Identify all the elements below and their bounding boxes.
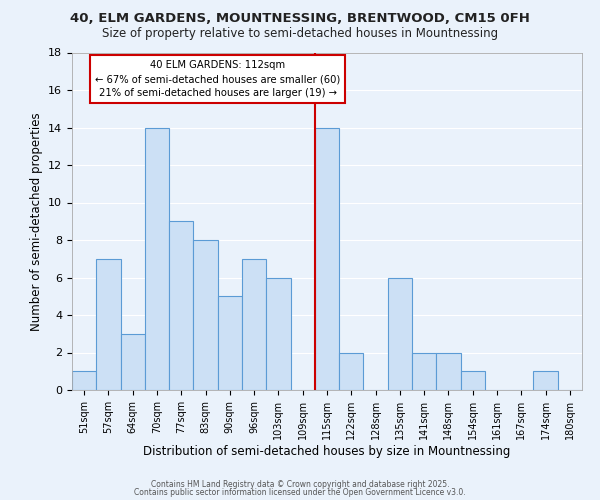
Bar (533, 371, 558, 390)
Text: Size of property relative to semi-detached houses in Mountnessing: Size of property relative to semi-detach… (102, 28, 498, 40)
Bar (169, 221, 193, 390)
Bar (121, 334, 145, 390)
Bar (339, 352, 364, 390)
Bar (266, 278, 290, 390)
Bar (218, 296, 242, 390)
Bar (242, 259, 266, 390)
Bar (315, 128, 339, 390)
Bar (388, 278, 412, 390)
Bar (412, 352, 436, 390)
Text: 40 ELM GARDENS: 112sqm
← 67% of semi-detached houses are smaller (60)
21% of sem: 40 ELM GARDENS: 112sqm ← 67% of semi-det… (95, 60, 340, 98)
Bar (193, 240, 218, 390)
X-axis label: Distribution of semi-detached houses by size in Mountnessing: Distribution of semi-detached houses by … (143, 444, 511, 458)
Bar (145, 128, 169, 390)
Y-axis label: Number of semi-detached properties: Number of semi-detached properties (29, 112, 43, 330)
Bar (72, 371, 96, 390)
Bar (461, 371, 485, 390)
Text: 40, ELM GARDENS, MOUNTNESSING, BRENTWOOD, CM15 0FH: 40, ELM GARDENS, MOUNTNESSING, BRENTWOOD… (70, 12, 530, 26)
Bar (436, 352, 461, 390)
Bar (96, 259, 121, 390)
Text: Contains public sector information licensed under the Open Government Licence v3: Contains public sector information licen… (134, 488, 466, 497)
Text: Contains HM Land Registry data © Crown copyright and database right 2025.: Contains HM Land Registry data © Crown c… (151, 480, 449, 489)
